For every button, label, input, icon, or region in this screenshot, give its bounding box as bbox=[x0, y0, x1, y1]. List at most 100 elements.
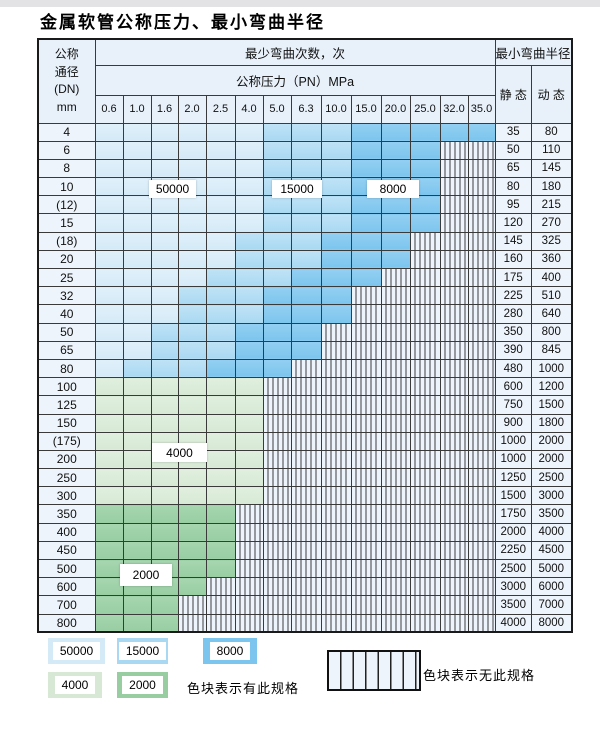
spec-cell-50000 bbox=[150, 158, 179, 179]
spec-cell-4000 bbox=[205, 486, 236, 506]
spec-cell-50000 bbox=[94, 249, 124, 270]
no-spec-cell bbox=[320, 395, 352, 415]
legend-has-spec-text: 色块表示有此规格 bbox=[187, 681, 300, 696]
spec-cell-50000 bbox=[234, 177, 264, 197]
no-spec-cell bbox=[177, 595, 207, 615]
no-spec-cell bbox=[409, 395, 441, 415]
spec-cell-50000 bbox=[122, 122, 152, 142]
pressure-header: 公称压力（PN）MPa bbox=[94, 64, 496, 96]
spec-cell-2000 bbox=[94, 577, 124, 597]
no-spec-cell bbox=[439, 231, 469, 251]
spec-cell-15000 bbox=[320, 213, 352, 233]
no-spec-cell bbox=[350, 377, 382, 397]
spec-cell-15000 bbox=[234, 231, 264, 251]
spec-cell-50000 bbox=[94, 267, 124, 288]
no-spec-cell bbox=[290, 413, 322, 433]
spec-cell-50000 bbox=[205, 231, 236, 251]
spec-cell-8000 bbox=[290, 267, 322, 288]
spec-cell-15000 bbox=[262, 158, 292, 179]
no-spec-cell bbox=[380, 304, 411, 324]
legend-swatch-label: 4000 bbox=[54, 676, 96, 694]
no-spec-cell bbox=[350, 322, 382, 342]
spec-cell-50000 bbox=[234, 195, 264, 215]
no-spec-cell bbox=[409, 577, 441, 597]
spec-cell-8000 bbox=[262, 286, 292, 306]
cycles-label-50000: 50000 bbox=[149, 180, 196, 198]
spec-table: 公称 通径 (DN) mm 最少弯曲次数，次 最小弯曲半径 公称压力（PN）MP… bbox=[37, 38, 573, 634]
static-radius-cell: 750 bbox=[494, 395, 532, 415]
spec-cell-4000 bbox=[150, 377, 179, 397]
spec-cell-50000 bbox=[150, 122, 179, 142]
spec-cell-2000 bbox=[177, 504, 207, 524]
spec-cell-8000 bbox=[350, 213, 382, 233]
dn-cell: 150 bbox=[37, 413, 96, 433]
spec-cell-50000 bbox=[94, 358, 124, 379]
spec-cell-8000 bbox=[262, 358, 292, 379]
static-radius-cell: 280 bbox=[494, 304, 532, 324]
no-spec-cell bbox=[409, 558, 441, 579]
dynamic-column-header: 动 态 bbox=[530, 64, 573, 124]
table-row: 100 600 1200 bbox=[37, 377, 573, 397]
spec-cell-4000 bbox=[150, 468, 179, 488]
no-spec-cell bbox=[320, 522, 352, 542]
spec-cell-4000 bbox=[122, 395, 152, 415]
spec-cell-15000 bbox=[290, 140, 322, 160]
no-spec-cell bbox=[409, 504, 441, 524]
spec-cell-15000 bbox=[320, 122, 352, 142]
no-spec-cell bbox=[350, 468, 382, 488]
pressure-col-header: 35.0 bbox=[467, 94, 496, 124]
no-spec-cell bbox=[380, 267, 411, 288]
spec-cell-4000 bbox=[150, 395, 179, 415]
no-spec-cell bbox=[177, 613, 207, 633]
no-spec-cell bbox=[439, 413, 469, 433]
spec-cell-2000 bbox=[177, 558, 207, 579]
spec-cell-8000 bbox=[234, 340, 264, 360]
pressure-col-header: 4.0 bbox=[234, 94, 264, 124]
static-radius-cell: 600 bbox=[494, 377, 532, 397]
spec-cell-2000 bbox=[205, 558, 236, 579]
no-spec-cell bbox=[380, 377, 411, 397]
dn-cell: 32 bbox=[37, 286, 96, 306]
spec-cell-8000 bbox=[320, 249, 352, 270]
no-spec-cell bbox=[320, 340, 352, 360]
no-spec-cell bbox=[380, 340, 411, 360]
no-spec-cell bbox=[409, 595, 441, 615]
no-spec-cell bbox=[350, 358, 382, 379]
no-spec-cell bbox=[350, 340, 382, 360]
no-spec-cell bbox=[350, 540, 382, 561]
no-spec-cell bbox=[350, 395, 382, 415]
no-spec-cell bbox=[320, 431, 352, 451]
dn-cell: 800 bbox=[37, 613, 96, 633]
no-spec-cell bbox=[439, 267, 469, 288]
table-row: 32 225 510 bbox=[37, 286, 573, 306]
legend-swatch-2000: 2000 bbox=[117, 672, 168, 698]
spec-cell-15000 bbox=[262, 140, 292, 160]
no-spec-cell bbox=[439, 249, 469, 270]
no-spec-cell bbox=[467, 468, 496, 488]
spec-cell-50000 bbox=[122, 213, 152, 233]
spec-cell-4000 bbox=[234, 468, 264, 488]
no-spec-cell bbox=[350, 413, 382, 433]
spec-cell-50000 bbox=[150, 249, 179, 270]
no-spec-cell bbox=[467, 195, 496, 215]
spec-cell-50000 bbox=[205, 195, 236, 215]
no-spec-cell bbox=[439, 504, 469, 524]
no-spec-cell bbox=[320, 322, 352, 342]
no-spec-cell bbox=[234, 577, 264, 597]
table-row: 350 1750 3500 bbox=[37, 504, 573, 524]
no-spec-cell bbox=[262, 613, 292, 633]
no-spec-cell bbox=[350, 304, 382, 324]
spec-cell-50000 bbox=[177, 267, 207, 288]
spec-cell-8000 bbox=[409, 122, 441, 142]
pressure-col-header: 20.0 bbox=[380, 94, 411, 124]
static-radius-cell: 95 bbox=[494, 195, 532, 215]
no-spec-cell bbox=[262, 449, 292, 470]
no-spec-cell bbox=[234, 540, 264, 561]
spec-cell-50000 bbox=[205, 249, 236, 270]
no-spec-cell bbox=[409, 249, 441, 270]
spec-cell-15000 bbox=[290, 122, 322, 142]
dynamic-radius-cell: 5000 bbox=[530, 558, 573, 579]
no-spec-cell bbox=[467, 340, 496, 360]
static-radius-cell: 225 bbox=[494, 286, 532, 306]
spec-cell-15000 bbox=[320, 177, 352, 197]
